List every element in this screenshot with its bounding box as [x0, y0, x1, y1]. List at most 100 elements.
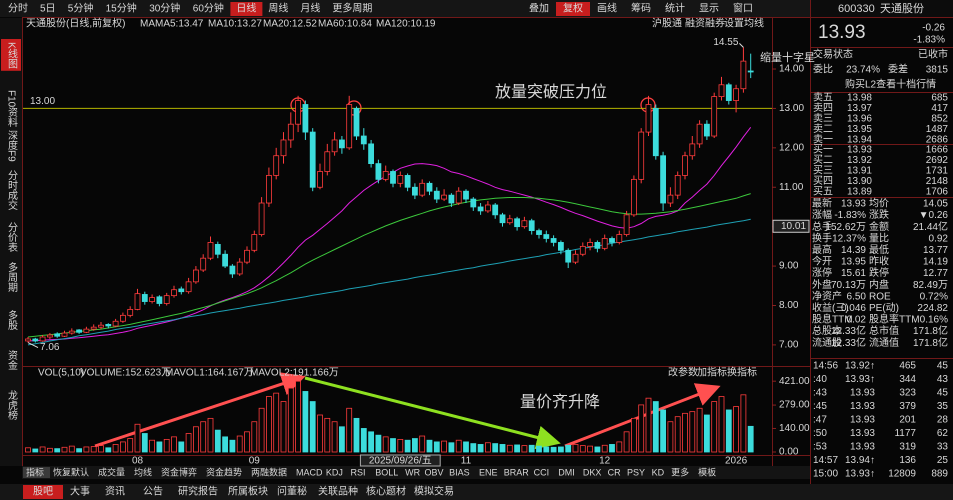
sidebar-tab[interactable]: 分价表	[6, 222, 18, 253]
indicator-tab[interactable]: BOLL	[375, 467, 398, 477]
sidebar-tab[interactable]: K线图	[6, 42, 18, 69]
indicator-tab[interactable]: WR	[405, 467, 420, 477]
indicator-tab[interactable]: PSY	[627, 467, 645, 477]
button[interactable]: 5日	[40, 4, 56, 15]
button[interactable]: 显示	[699, 3, 719, 15]
candle-body	[287, 123, 294, 141]
candle-body	[331, 139, 338, 153]
order-ratio: 3815	[926, 65, 949, 76]
button[interactable]: 画线	[597, 2, 617, 15]
indicator-tab[interactable]: RSI	[351, 467, 366, 477]
sidebar-tab[interactable]: 分时成交	[6, 170, 18, 211]
candle-body	[360, 135, 367, 145]
indicator-tab[interactable]: 资金博弈	[161, 466, 197, 477]
indicator-tab[interactable]: 均线	[134, 466, 152, 477]
volume-bar	[105, 447, 112, 453]
indicator-tab[interactable]: KDJ	[326, 467, 343, 477]
nav-item[interactable]: 关联品种	[318, 485, 358, 498]
nav-item[interactable]: 所属板块	[228, 485, 268, 498]
nav-item[interactable]: 模拟交易	[414, 485, 454, 498]
indicator-tab[interactable]: CCI	[534, 467, 550, 477]
button[interactable]: 筹码	[631, 2, 651, 15]
nav-item[interactable]: 公告	[143, 485, 163, 498]
indicator-tab[interactable]: BIAS	[449, 467, 470, 477]
button[interactable]: 分时	[8, 3, 28, 15]
l2-link[interactable]: 购买L2查看十档行情	[845, 78, 936, 91]
button[interactable]: 60分钟	[193, 2, 224, 15]
indicator-tab[interactable]: DMI	[558, 467, 575, 477]
button[interactable]: 15分钟	[106, 2, 137, 15]
volume-bar	[682, 412, 688, 453]
stat-label: 昨收	[869, 255, 889, 268]
button[interactable]: 周线	[268, 2, 288, 15]
annotation: 量价齐升降	[520, 393, 600, 411]
volume-link[interactable]: 加指标	[697, 366, 727, 379]
y-tick-label: 7.00	[779, 340, 799, 351]
indicator-tab[interactable]: OBV	[425, 467, 444, 477]
indicator-tab[interactable]: 成交量	[98, 466, 125, 477]
status-label: 交易状态	[813, 48, 853, 61]
y-tick-label: 140.00	[779, 423, 810, 434]
indicator-tab[interactable]: 两融数据	[251, 466, 287, 477]
button[interactable]: 30分钟	[149, 2, 180, 15]
indicator-tab[interactable]: 更多	[671, 466, 689, 477]
header-link[interactable]: 融资融券	[685, 17, 725, 30]
arrow-down	[304, 376, 561, 450]
sidebar-tab[interactable]: 多周期	[6, 261, 18, 293]
nav-item[interactable]: 研究报告	[178, 485, 218, 498]
header-link[interactable]: 沪股通	[652, 17, 682, 30]
sidebar-tab[interactable]: 龙虎榜	[6, 389, 18, 421]
button[interactable]: 叠加	[529, 3, 549, 15]
indicator-tab[interactable]: 指标	[26, 466, 44, 477]
indicator-tab[interactable]: DKX	[583, 467, 602, 477]
sidebar-tab[interactable]: F10资料	[6, 90, 18, 128]
indicator-tab[interactable]: 资金趋势	[206, 466, 242, 477]
sidebar-tab[interactable]: 深度F9	[6, 130, 18, 162]
candle-body	[463, 190, 469, 200]
candle-body	[61, 332, 68, 337]
candle-body	[645, 104, 652, 133]
button[interactable]: 5分钟	[68, 2, 94, 15]
nav-item[interactable]: 核心题材	[366, 485, 406, 498]
stat-value: 13.93	[841, 199, 866, 210]
trade-count: 62	[937, 428, 949, 439]
indicator-tab[interactable]: BRAR	[504, 467, 530, 477]
sidebar-tab[interactable]: 资金	[6, 350, 18, 370]
sidebar-tab[interactable]: 多股	[6, 309, 18, 331]
button[interactable]: 日线	[236, 2, 256, 15]
indicator-tab[interactable]: CR	[608, 467, 621, 477]
volume-bar	[207, 417, 214, 453]
candle-body	[163, 295, 170, 304]
candle-body	[433, 190, 440, 200]
volume-link[interactable]: 改参数	[668, 366, 698, 379]
indicator-tab[interactable]: 模板	[698, 466, 716, 477]
y-tick-label: 13.00	[779, 103, 804, 114]
indicator-tab[interactable]: KD	[652, 467, 665, 477]
candle-body	[682, 155, 688, 176]
stat-value: 12.33亿	[831, 324, 866, 337]
button[interactable]: 统计	[665, 2, 685, 15]
nav-item[interactable]: 大事	[70, 485, 90, 498]
indicator-tab[interactable]: MACD	[296, 467, 323, 477]
nav-item[interactable]: 问董秘	[277, 485, 307, 498]
volume-link[interactable]: 换指标	[727, 366, 757, 379]
button[interactable]: 复权	[563, 2, 583, 15]
nav-item[interactable]: 股吧	[33, 486, 53, 498]
header-link[interactable]: 设置均线	[724, 17, 764, 30]
candle-body	[521, 220, 528, 228]
indicator-tab[interactable]: 恢复默认	[53, 466, 89, 477]
button[interactable]: 更多周期	[332, 2, 372, 15]
volume-label: MAVOL1:164.167万	[165, 368, 254, 379]
button[interactable]: 月线	[300, 2, 320, 15]
candle-body	[54, 333, 61, 337]
indicator-tab[interactable]: ENE	[479, 467, 498, 477]
volume-bar	[163, 438, 170, 453]
volume-bar	[521, 445, 528, 453]
candle-body	[616, 234, 623, 243]
nav-item[interactable]: 资讯	[105, 486, 125, 498]
stat-value: 14.19	[923, 257, 948, 268]
stat-value: 13.95	[841, 257, 866, 268]
candle-body	[302, 104, 309, 133]
button[interactable]: 窗口	[733, 2, 753, 15]
stat-label: 流通值	[869, 336, 899, 349]
